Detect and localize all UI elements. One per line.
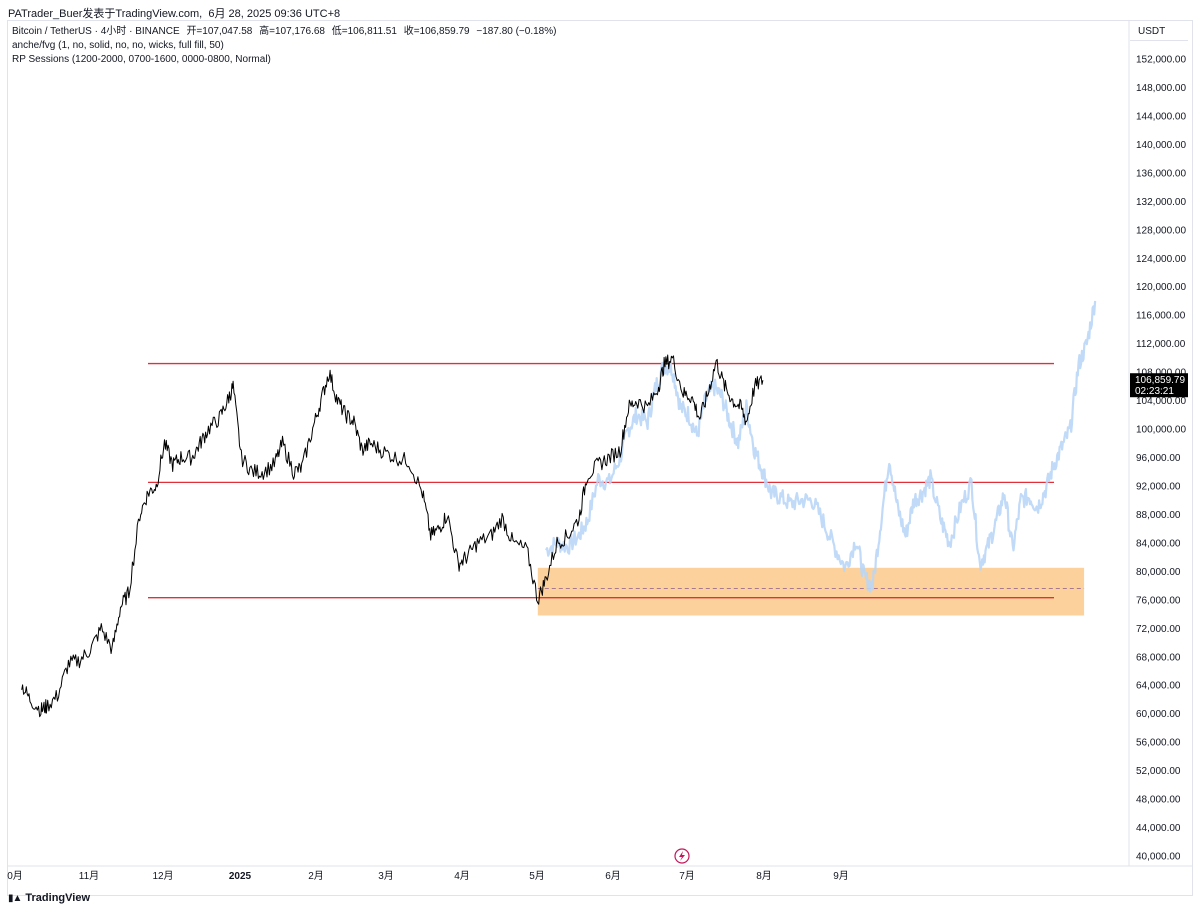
currency-label[interactable]: USDT <box>1130 23 1188 41</box>
time-tick-label: 7月 <box>679 870 695 882</box>
indicator-fvg[interactable]: anche/fvg (1, no, solid, no, no, wicks, … <box>12 40 224 51</box>
symbol-row[interactable]: Bitcoin / TetherUS · 4小时 · BINANCE 开=107… <box>12 25 560 39</box>
price-tick-label: 60,000.00 <box>1136 709 1181 720</box>
price-tick-label: 56,000.00 <box>1136 738 1181 749</box>
chart-legend: Bitcoin / TetherUS · 4小时 · BINANCE 开=107… <box>12 25 560 67</box>
price-tick-label: 104,000.00 <box>1136 396 1186 407</box>
tradingview-logo-icon: ▮▲ <box>8 892 22 904</box>
projection-series-line[interactable] <box>545 300 1097 593</box>
price-tick-label: 48,000.00 <box>1136 795 1181 806</box>
time-tick-label: 11月 <box>79 870 99 882</box>
current-price-badge <box>1130 373 1188 398</box>
time-tick-label: 0月 <box>7 870 23 882</box>
time-tick-label: 8月 <box>756 870 772 882</box>
price-tick-label: 80,000.00 <box>1136 567 1181 578</box>
time-tick-label: 2025 <box>229 871 252 882</box>
time-tick-label: 4月 <box>454 870 470 882</box>
price-tick-label: 68,000.00 <box>1136 652 1181 663</box>
chart-frame <box>7 20 1193 896</box>
publish-date: 6月 28, 2025 09:36 UTC+8 <box>208 8 341 20</box>
ohlc-high: 高=107,176.68 <box>259 26 325 37</box>
price-series-line[interactable] <box>21 354 764 718</box>
time-tick-label: 6月 <box>605 870 621 882</box>
price-tick-label: 116,000.00 <box>1136 311 1186 322</box>
price-tick-label: 136,000.00 <box>1136 168 1186 179</box>
price-tick-label: 88,000.00 <box>1136 510 1181 521</box>
price-tick-label: 40,000.00 <box>1136 852 1181 863</box>
time-tick-label: 9月 <box>833 870 849 882</box>
price-tick-label: 108,000.00 <box>1136 368 1186 379</box>
time-tick-label: 2月 <box>308 870 324 882</box>
ohlc-low: 低=106,811.51 <box>331 26 397 37</box>
ohlc-open: 开=107,047.58 <box>186 26 253 37</box>
price-tick-label: 52,000.00 <box>1136 766 1181 777</box>
price-tick-label: 92,000.00 <box>1136 481 1181 492</box>
price-tick-label: 44,000.00 <box>1136 823 1181 834</box>
price-tick-label: 132,000.00 <box>1136 197 1186 208</box>
price-tick-label: 148,000.00 <box>1136 83 1186 94</box>
price-tick-label: 84,000.00 <box>1136 538 1181 549</box>
symbol-name[interactable]: Bitcoin / TetherUS · 4小时 · BINANCE <box>12 26 180 37</box>
ohlc-close: 收=106,859.79 <box>403 26 470 37</box>
publisher-name[interactable]: PATrader_Buer发表于TradingView.com <box>8 8 200 20</box>
price-tick-label: 76,000.00 <box>1136 595 1181 606</box>
price-tick-label: 144,000.00 <box>1136 111 1186 122</box>
publisher-line: PATrader_Buer发表于TradingView.com, 6月 28, … <box>8 8 341 20</box>
time-tick-label: 12月 <box>152 870 173 882</box>
time-tick-label: 3月 <box>378 870 394 882</box>
price-tick-label: 100,000.00 <box>1136 425 1186 436</box>
price-tick-label: 124,000.00 <box>1136 254 1186 265</box>
current-price-label: 106,859.79 <box>1135 375 1185 386</box>
price-tick-label: 128,000.00 <box>1136 225 1186 236</box>
bar-countdown-label: 02:23:21 <box>1135 386 1174 397</box>
lightning-icon <box>679 851 685 861</box>
tradingview-logo[interactable]: ▮▲ TradingView <box>8 892 90 904</box>
time-tick-label: 5月 <box>529 870 545 882</box>
ohlc-change: −187.80 (−0.18%) <box>476 26 557 37</box>
price-tick-label: 112,000.00 <box>1136 339 1186 350</box>
price-tick-label: 152,000.00 <box>1136 55 1186 66</box>
price-tick-label: 96,000.00 <box>1136 453 1181 464</box>
tradingview-brand: TradingView <box>25 892 90 904</box>
fvg-zone[interactable] <box>537 567 1085 616</box>
indicator-sessions[interactable]: RP Sessions (1200-2000, 0700-1600, 0000-… <box>12 54 271 65</box>
price-tick-label: 64,000.00 <box>1136 681 1181 692</box>
price-tick-label: 72,000.00 <box>1136 624 1181 635</box>
price-tick-label: 120,000.00 <box>1136 282 1186 293</box>
price-tick-label: 140,000.00 <box>1136 140 1186 151</box>
